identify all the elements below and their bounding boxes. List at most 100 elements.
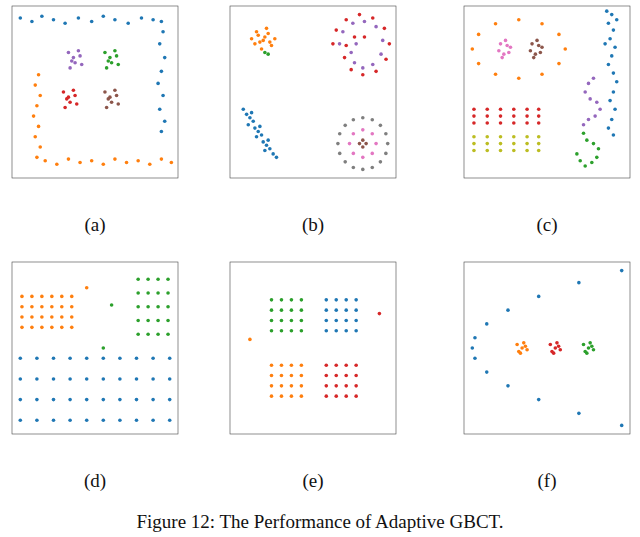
point	[248, 116, 252, 120]
point	[361, 116, 365, 120]
point	[613, 107, 617, 111]
point	[588, 97, 592, 101]
point	[256, 33, 260, 37]
point	[90, 159, 94, 163]
point	[33, 135, 37, 139]
point	[500, 56, 504, 60]
point	[270, 308, 274, 312]
point	[113, 49, 117, 53]
point	[354, 319, 358, 323]
point	[168, 377, 172, 381]
point	[535, 39, 539, 43]
point	[256, 130, 260, 134]
point	[266, 138, 270, 142]
point	[587, 82, 591, 86]
point	[52, 418, 56, 422]
point	[245, 113, 249, 117]
point	[166, 319, 170, 323]
point	[275, 156, 279, 160]
point	[352, 166, 356, 170]
point	[290, 329, 294, 333]
point	[35, 357, 39, 361]
point	[612, 28, 616, 32]
point	[620, 424, 624, 428]
point	[472, 135, 476, 139]
point	[166, 305, 170, 309]
point	[384, 152, 388, 156]
point	[68, 357, 72, 361]
point	[35, 398, 39, 402]
point	[499, 114, 503, 118]
point	[151, 377, 155, 381]
point	[290, 384, 294, 388]
point	[344, 18, 348, 22]
point	[156, 291, 160, 295]
plot-frame	[464, 6, 630, 178]
point	[70, 326, 74, 330]
point	[270, 394, 274, 398]
point	[136, 159, 140, 163]
point	[502, 52, 506, 56]
point	[477, 62, 481, 66]
point	[344, 319, 348, 323]
point	[494, 22, 498, 26]
point	[505, 44, 509, 48]
point	[161, 94, 165, 98]
point	[324, 363, 328, 367]
point	[266, 32, 270, 36]
point	[253, 42, 257, 46]
point	[290, 298, 294, 302]
point	[30, 20, 34, 24]
point	[30, 295, 34, 299]
point	[352, 132, 356, 136]
point	[603, 42, 607, 46]
point	[612, 133, 616, 137]
point	[38, 94, 42, 98]
point	[72, 88, 76, 92]
point	[557, 62, 561, 66]
point	[361, 138, 365, 142]
point	[334, 319, 338, 323]
panel	[12, 6, 178, 178]
point	[102, 418, 106, 422]
point	[344, 298, 348, 302]
point	[585, 138, 589, 142]
point	[595, 101, 599, 105]
point	[363, 35, 367, 39]
point	[499, 149, 503, 153]
point	[577, 412, 581, 416]
point	[300, 384, 304, 388]
point	[353, 35, 357, 39]
point	[336, 142, 340, 146]
point	[160, 20, 164, 24]
point	[20, 305, 24, 309]
point	[349, 68, 353, 72]
point	[525, 149, 529, 153]
point	[344, 44, 348, 48]
point	[103, 51, 107, 55]
point	[33, 83, 37, 87]
point	[324, 374, 328, 378]
point	[370, 152, 374, 156]
point	[160, 157, 164, 161]
point	[379, 160, 383, 164]
point	[529, 49, 533, 53]
point	[351, 21, 355, 25]
point	[343, 160, 347, 164]
point	[116, 102, 120, 106]
point	[590, 161, 594, 165]
point	[67, 51, 71, 55]
point	[485, 322, 489, 326]
point	[537, 114, 541, 118]
point	[361, 145, 365, 149]
point	[261, 140, 265, 144]
point	[255, 30, 259, 34]
point	[102, 377, 106, 381]
point	[525, 142, 529, 146]
figure: (a)(b)(c)(d)(e)(f)Figure 12: The Perform…	[0, 0, 640, 537]
point	[19, 16, 23, 20]
point	[550, 350, 554, 354]
point	[168, 418, 172, 422]
point	[354, 42, 358, 46]
point	[73, 94, 77, 98]
